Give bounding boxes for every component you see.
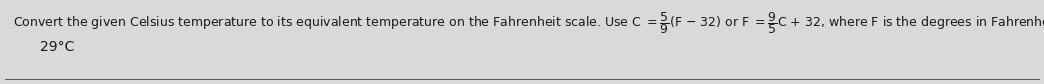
Text: 29°C: 29°C	[40, 40, 74, 54]
Text: Convert the given Celsius temperature to its equivalent temperature on the Fahre: Convert the given Celsius temperature to…	[13, 10, 1044, 36]
